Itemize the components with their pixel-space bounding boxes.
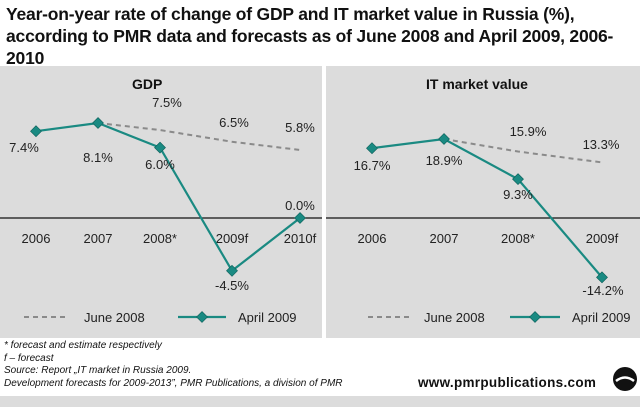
- it-april-data-label: 18.9%: [426, 153, 463, 168]
- footnote-2: f – forecast: [4, 352, 54, 364]
- it-april-data-label: 9.3%: [503, 187, 533, 202]
- gdp-april-data-label: 6.0%: [145, 157, 175, 172]
- gdp-april-2009-point: [92, 117, 104, 129]
- gdp-legend-june-label: June 2008: [84, 310, 145, 325]
- it-april-data-label: -14.2%: [582, 283, 624, 298]
- it-june-data-label: 15.9%: [510, 124, 547, 139]
- footnote-1: * forecast and estimate respectively: [4, 340, 162, 351]
- gdp-x-tick-label: 2009f: [216, 231, 249, 246]
- it-legend-june-label: June 2008: [424, 310, 485, 325]
- gdp-legend-april-label: April 2009: [238, 310, 297, 325]
- it-panel-title: IT market value: [426, 76, 528, 92]
- it-june-data-label: 13.3%: [583, 137, 620, 152]
- it-series-april-2009: [371, 137, 603, 279]
- it-x-tick-label: 2006: [358, 231, 387, 246]
- gdp-legend-april-marker: [196, 311, 208, 323]
- it-panel: IT market value 2006 2007 2008* 2009f 16.7% 1…: [326, 66, 640, 338]
- gdp-april-data-label: 0.0%: [285, 198, 315, 213]
- it-x-tick-label: 2007: [430, 231, 459, 246]
- gdp-panel-title: GDP: [132, 76, 163, 92]
- gdp-april-2009-point: [154, 141, 166, 154]
- gdp-june-data-label: 5.8%: [285, 120, 315, 135]
- it-legend-april-marker: [529, 311, 541, 323]
- gdp-panel: GDP 2006 2007 2008* 2009f 2010f 7.4% 8.1% 6.0% -…: [0, 66, 322, 338]
- gdp-june-data-label: 6.5%: [219, 115, 249, 130]
- it-chart: 2006 2007 2008* 2009f 16.7% 18.9% 9.3% -14.2% 15…: [326, 124, 640, 325]
- bottom-bar: [0, 396, 640, 407]
- gdp-x-tick-label: 2006: [22, 231, 51, 246]
- pmr-logo-icon: [613, 367, 637, 391]
- gdp-april-2009-point: [226, 264, 238, 277]
- gdp-june-data-label: 7.5%: [152, 95, 182, 110]
- footnotes: * forecast and estimate respectively f –…: [4, 340, 343, 390]
- it-april-2009-point: [596, 271, 608, 284]
- gdp-chart: 2006 2007 2008* 2009f 2010f 7.4% 8.1% 6.0% -4.5%…: [0, 95, 322, 325]
- gdp-april-2009-point: [294, 212, 306, 224]
- gdp-x-tick-label: 2007: [84, 231, 113, 246]
- brand-url[interactable]: www.pmrpublications.com: [418, 375, 597, 390]
- footnote-4: Development forecasts for 2009-2013”, PM…: [4, 377, 343, 389]
- title-line-1: Year-on-year rate of change of GDP and I…: [6, 4, 575, 24]
- it-april-2009-point: [438, 133, 450, 145]
- it-april-data-label: 16.7%: [354, 158, 391, 173]
- gdp-x-tick-label: 2008*: [143, 231, 177, 246]
- it-april-2009-point: [366, 142, 378, 155]
- it-legend-april-label: April 2009: [572, 310, 631, 325]
- gdp-april-data-label: 7.4%: [9, 140, 39, 155]
- it-x-tick-label: 2009f: [586, 231, 619, 246]
- it-x-tick-label: 2008*: [501, 231, 535, 246]
- it-series-june-2008: [443, 138, 603, 164]
- chart-title: Year-on-year rate of change of GDP and I…: [6, 3, 636, 69]
- it-april-2009-point: [512, 173, 524, 186]
- gdp-april-data-label: 8.1%: [83, 150, 113, 165]
- gdp-april-2009-point: [30, 125, 42, 138]
- title-line-2: according to PMR data and forecasts as o…: [6, 26, 614, 68]
- gdp-april-data-label: -4.5%: [215, 278, 249, 293]
- footnote-3: Source: Report „IT market in Russia 2009…: [4, 365, 192, 376]
- gdp-series-june-2008: [97, 122, 301, 151]
- gdp-x-tick-label: 2010f: [284, 231, 317, 246]
